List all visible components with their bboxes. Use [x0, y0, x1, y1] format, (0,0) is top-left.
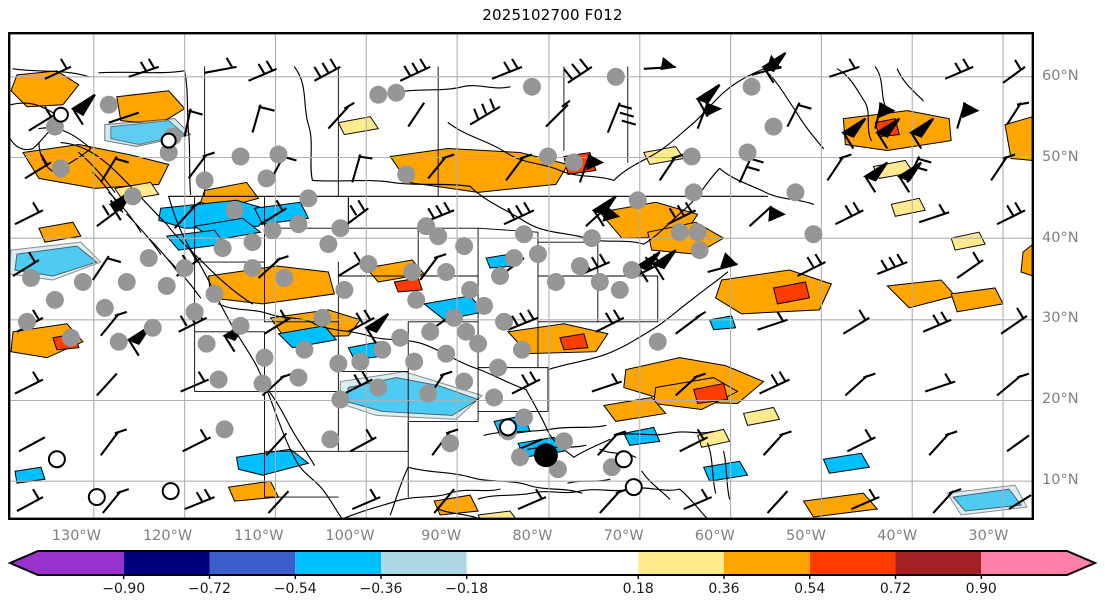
colorbar-cell: [981, 551, 1095, 575]
colorbar-tick-label: −0.18: [445, 581, 489, 597]
station-marker-highlight: [533, 443, 558, 468]
lon-tick-label: 90°W: [421, 528, 462, 544]
colorbar-cell: [809, 551, 896, 575]
colorbar-tick-label: 0.72: [879, 581, 912, 597]
lon-tick-label: 130°W: [51, 528, 102, 544]
colorbar-tick-label: 0.36: [708, 581, 740, 597]
colorbar-cell: [466, 551, 639, 575]
lat-tick-label: 40°N: [1042, 229, 1079, 246]
station-markers-filled: [17, 67, 823, 479]
lon-tick-label: 30°W: [968, 528, 1009, 544]
colorbar-swatches: [7, 550, 1098, 579]
station-markers-hollow: [47, 106, 643, 507]
colorbar-cell: [381, 551, 467, 575]
lat-tick-label: 20°N: [1042, 391, 1079, 407]
lon-tick-label: 70°W: [603, 528, 644, 544]
lon-tick-label: 50°W: [785, 528, 827, 544]
lon-tick-label: 110°W: [234, 528, 284, 544]
lat-tick-label: 60°N: [1042, 68, 1079, 85]
colorbar-tick-label: −0.54: [273, 581, 317, 597]
map-frame: [9, 33, 1033, 519]
lon-tick-label: 40°W: [877, 528, 918, 544]
colorbar-cell: [209, 551, 296, 575]
colorbar-cell: [123, 551, 210, 575]
lat-tick-label: 30°N: [1042, 310, 1079, 327]
lat-tick-label: 50°N: [1042, 149, 1079, 166]
colorbar-tick-label: −0.36: [359, 581, 403, 597]
colorbar-tick-label: −0.90: [102, 581, 146, 597]
lon-tick-label: 120°W: [142, 528, 193, 544]
colorbar[interactable]: −0.90 −0.72 −0.54 −0.36 −0.18 0.18 0.36 0.54 0.7…: [0, 549, 1105, 615]
colorbar-tick-label: −0.72: [188, 581, 231, 597]
colorbar-cell: [295, 551, 381, 575]
wind-barbs: [12, 52, 1032, 514]
colorbar-tick-label: 0.54: [794, 581, 826, 597]
colorbar-cell: [895, 551, 982, 575]
map-canvas: [9, 33, 1033, 519]
colorbar-cell: [10, 551, 124, 575]
colorbar-outline: [7, 550, 1098, 576]
map-gridlines: [9, 33, 1033, 519]
lon-tick-label: 60°W: [694, 528, 735, 544]
lat-tick-label: 10°N: [1042, 471, 1079, 488]
colorbar-tick-label: 0.18: [622, 581, 654, 597]
colorbar-cell: [724, 551, 810, 575]
lon-tick-label: 80°W: [512, 528, 553, 544]
lon-tick-label: 100°W: [325, 528, 375, 544]
map-plot-area: [8, 32, 1034, 520]
colorbar-cell: [638, 551, 724, 575]
page-title: 2025102700 F012: [482, 6, 623, 24]
colorbar-tick-label: 0.90: [965, 581, 997, 597]
